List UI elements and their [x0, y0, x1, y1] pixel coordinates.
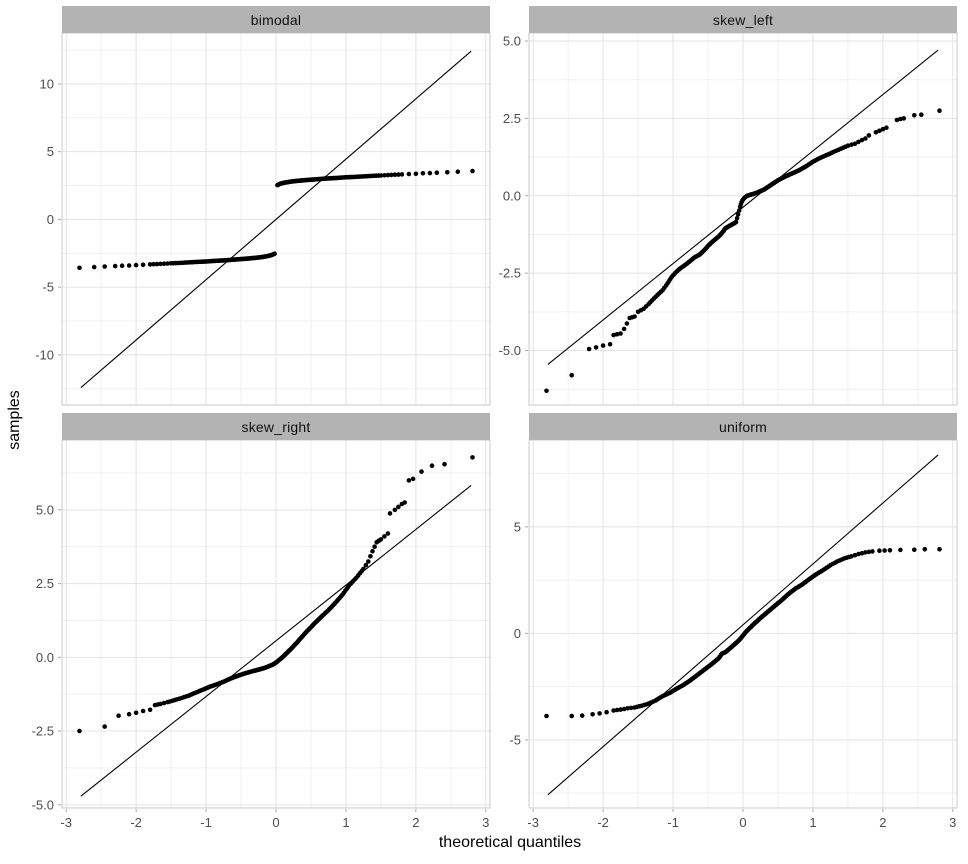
qq-points	[77, 455, 475, 734]
qq-points	[544, 547, 942, 719]
x-tick-label: -1	[200, 815, 212, 830]
x-tick-label: 3	[949, 815, 956, 830]
x-tick-label: -2	[130, 815, 142, 830]
y-tick-label: -10	[35, 347, 54, 362]
x-tick-label: 0	[272, 815, 279, 830]
y-axis-skew_right: 5.0 2.5 0.0 -2.5 -5.0	[32, 502, 61, 812]
y-tick-label: -5.0	[32, 797, 54, 812]
x-tick-label: -1	[667, 815, 679, 830]
facet-strip-uniform: uniform	[529, 413, 957, 440]
x-tick-label: 0	[739, 815, 746, 830]
qq-reference-line	[80, 50, 472, 389]
facet-panel-skew_left: 5.0 2.5 0.0 -2.5 -5.0	[499, 32, 958, 406]
panel-border	[528, 439, 958, 809]
facet-panel-skew_right: 5.0 2.5 0.0 -2.5 -5.0 -3 -2 -1 0 1 2 3	[32, 439, 491, 830]
x-tick-label: 3	[482, 815, 489, 830]
grid-major	[62, 440, 490, 808]
y-tick-label: 5.0	[36, 502, 54, 517]
x-tick-label: -3	[60, 815, 72, 830]
x-tick-label: -2	[597, 815, 609, 830]
facet-strip-skew-left: skew_left	[529, 6, 957, 33]
y-tick-label: 0.0	[503, 188, 521, 203]
qq-points	[77, 168, 475, 271]
x-axis-uniform: -3 -2 -1 0 1 2 3	[527, 809, 956, 830]
y-tick-label: 10	[40, 76, 54, 91]
qq-reference-line	[547, 454, 939, 796]
x-tick-label: -3	[527, 815, 539, 830]
y-tick-label: 2.5	[36, 576, 54, 591]
panel-border	[61, 439, 491, 809]
x-axis-title: theoretical quantiles	[438, 834, 582, 851]
x-tick-label: 2	[412, 815, 419, 830]
y-tick-label: 0	[514, 626, 521, 641]
x-axis-skew_right: -3 -2 -1 0 1 2 3	[60, 809, 489, 830]
qq-reference-line	[80, 484, 472, 797]
y-tick-label: -5	[509, 732, 521, 747]
y-tick-label: -5.0	[499, 343, 521, 358]
y-tick-label: -2.5	[32, 724, 54, 739]
y-tick-label: 5	[514, 519, 521, 534]
y-tick-label: 5.0	[503, 34, 521, 49]
y-axis-title: samples	[6, 390, 23, 450]
y-tick-label: -5	[42, 280, 54, 295]
facet-strip-skew-right: skew_right	[62, 413, 490, 440]
x-tick-label: 1	[809, 815, 816, 830]
y-axis-bimodal: 10 5 0 -5 -10	[35, 76, 61, 362]
panel-border	[528, 32, 958, 406]
y-axis-skew_left: 5.0 2.5 0.0 -2.5 -5.0	[499, 34, 528, 358]
facet-panel-uniform: 5 0 -5 -3 -2 -1 0 1 2 3	[509, 439, 958, 830]
x-tick-label: 1	[342, 815, 349, 830]
qq-reference-line	[547, 49, 939, 365]
y-tick-label: 5	[47, 144, 54, 159]
y-tick-label: 2.5	[503, 111, 521, 126]
y-tick-label: 0.0	[36, 650, 54, 665]
y-tick-label: 0	[47, 212, 54, 227]
panel-border	[61, 32, 491, 406]
qq-points	[544, 108, 942, 394]
y-axis-uniform: 5 0 -5	[509, 519, 528, 747]
y-tick-label: -2.5	[499, 266, 521, 281]
facet-panel-bimodal: 10 5 0 -5 -10	[35, 32, 491, 406]
x-tick-label: 2	[879, 815, 886, 830]
facet-strip-bimodal: bimodal	[62, 6, 490, 33]
